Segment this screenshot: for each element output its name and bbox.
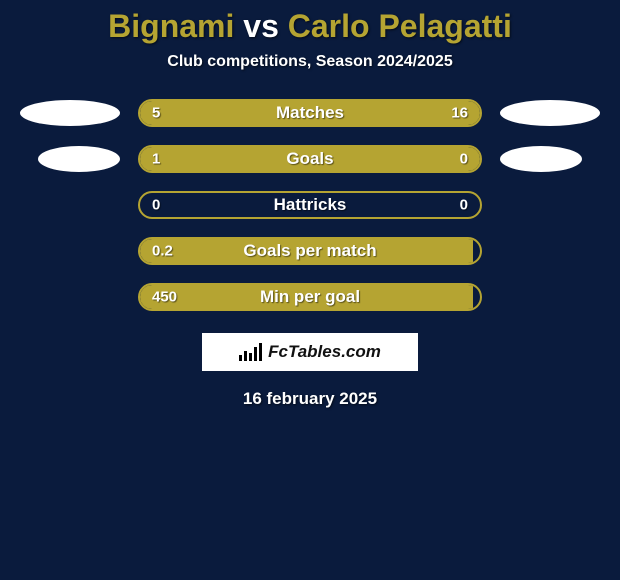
stat-value-left: 5 — [152, 105, 160, 122]
stat-value-right: 0 — [460, 151, 468, 168]
stat-bar: 450 Min per goal — [138, 283, 482, 311]
page-title: Bignami vs Carlo Pelagatti — [0, 8, 620, 45]
bar-fill-right — [405, 147, 480, 171]
brand-box: FcTables.com — [202, 333, 418, 371]
bars-chart-icon — [239, 343, 262, 361]
stat-value-left: 0 — [152, 197, 160, 214]
stat-bar: 5 16 Matches — [138, 99, 482, 127]
stat-row: 5 16 Matches — [0, 99, 620, 127]
stat-row: 0.2 Goals per match — [0, 237, 620, 265]
bar-fill-left — [140, 147, 405, 171]
left-oval-icon — [20, 100, 120, 126]
stat-label: Goals — [286, 149, 333, 169]
stat-value-right: 16 — [451, 105, 468, 122]
stat-label: Hattricks — [274, 195, 347, 215]
stat-rows: 5 16 Matches 1 0 Goals 0 0 Hattricks 0.2 Goals per… — [0, 99, 620, 311]
stat-row: 450 Min per goal — [0, 283, 620, 311]
stat-bar: 0 0 Hattricks — [138, 191, 482, 219]
brand-text: FcTables.com — [268, 342, 381, 362]
title-vs: vs — [234, 8, 287, 44]
right-oval-icon — [500, 146, 582, 172]
stat-row: 1 0 Goals — [0, 145, 620, 173]
stat-label: Goals per match — [243, 241, 376, 261]
stat-value-left: 0.2 — [152, 243, 173, 260]
comparison-infographic: Bignami vs Carlo Pelagatti Club competit… — [0, 0, 620, 580]
stat-row: 0 0 Hattricks — [0, 191, 620, 219]
right-oval-icon — [500, 100, 600, 126]
date-text: 16 february 2025 — [0, 389, 620, 409]
stat-value-left: 1 — [152, 151, 160, 168]
subtitle: Club competitions, Season 2024/2025 — [0, 53, 620, 71]
stat-label: Min per goal — [260, 287, 360, 307]
title-left: Bignami — [108, 8, 234, 44]
stat-label: Matches — [276, 103, 344, 123]
stat-bar: 1 0 Goals — [138, 145, 482, 173]
left-oval-icon — [38, 146, 120, 172]
stat-value-left: 450 — [152, 289, 177, 306]
title-right: Carlo Pelagatti — [288, 8, 512, 44]
bar-fill-right — [215, 101, 480, 125]
stat-value-right: 0 — [460, 197, 468, 214]
stat-bar: 0.2 Goals per match — [138, 237, 482, 265]
